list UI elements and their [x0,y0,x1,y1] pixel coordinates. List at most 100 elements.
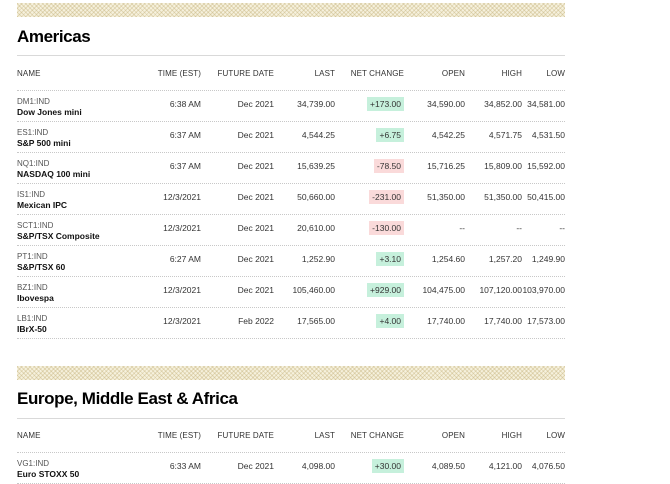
section-title-americas: Americas [17,27,91,46]
net-change-badge: +4.00 [376,314,404,328]
low-value: 17,573.00 [527,316,565,326]
ticker-symbol[interactable]: NQ1:IND [17,159,50,168]
open-value: 1,254.60 [431,254,465,264]
column-header: OPEN [441,69,465,78]
last-value: 4,098.00 [301,461,335,471]
ticker-symbol[interactable]: PT1:IND [17,252,48,261]
section-title-emea: Europe, Middle East & Africa [17,389,238,408]
instrument-name[interactable]: S&P 500 mini [17,138,71,148]
high-value: 34,852.00 [484,99,522,109]
future-date-value: Dec 2021 [237,161,274,171]
net-change-badge: -231.00 [369,190,404,204]
high-value: -- [516,223,522,233]
low-value: 4,531.50 [531,130,565,140]
low-value: 50,415.00 [527,192,565,202]
last-value: 15,639.25 [297,161,335,171]
high-value: 1,257.20 [488,254,522,264]
instrument-name[interactable]: S&P/TSX 60 [17,262,66,272]
open-value: 15,716.25 [427,161,465,171]
table-row[interactable]: DM1:IND Dow Jones mini 6:38 AM Dec 2021 34,7… [17,90,565,121]
net-change-badge: -130.00 [369,221,404,235]
time-value: 12/3/2021 [163,285,201,295]
net-change-badge: +30.00 [371,459,404,473]
table-row[interactable]: IS1:IND Mexican IPC 12/3/2021 Dec 2021 50,66… [17,183,565,214]
time-value: 12/3/2021 [163,223,201,233]
instrument-name[interactable]: S&P/TSX Composite [17,231,100,241]
high-value: 17,740.00 [484,316,522,326]
ticker-symbol[interactable]: IS1:IND [17,190,46,199]
table-row[interactable]: BZ1:IND Ibovespa 12/3/2021 Dec 2021 105,460.… [17,276,565,307]
open-value: 34,590.00 [427,99,465,109]
column-header: TIME (EST) [157,69,201,78]
table-header: NAME TIME (EST) FUTURE DATE LAST NET CHANGE O… [17,422,565,452]
time-value: 6:37 AM [169,161,201,171]
last-value: 20,610.00 [297,223,335,233]
column-header: NAME [17,431,41,440]
column-header: OPEN [441,431,465,440]
low-value: 34,581.00 [527,99,565,109]
last-value: 17,565.00 [297,316,335,326]
instrument-name[interactable]: NASDAQ 100 mini [17,169,91,179]
column-header: LOW [546,69,565,78]
open-value: 17,740.00 [427,316,465,326]
low-value: 15,592.00 [527,161,565,171]
future-date-value: Dec 2021 [237,254,274,264]
table-header: NAME TIME (EST) FUTURE DATE LAST NET CHANGE O… [17,60,565,90]
open-value: 51,350.00 [427,192,465,202]
low-value: 4,076.50 [531,461,565,471]
future-date-value: Dec 2021 [237,192,274,202]
table-row[interactable]: LB1:IND IBrX-50 12/3/2021 Feb 2022 17,565.00… [17,307,565,338]
column-header: NAME [17,69,41,78]
last-value: 105,460.00 [292,285,335,295]
open-value: 4,542.25 [431,130,465,140]
ticker-symbol[interactable]: LB1:IND [17,314,48,323]
ticker-symbol[interactable]: SCT1:IND [17,221,54,230]
ticker-symbol[interactable]: VG1:IND [17,459,50,468]
future-date-value: Dec 2021 [237,223,274,233]
instrument-name[interactable]: Dow Jones mini [17,107,82,117]
column-header: NET CHANGE [350,431,404,440]
column-header: HIGH [501,431,522,440]
future-date-value: Dec 2021 [237,130,274,140]
net-change-badge: -78.50 [373,159,404,173]
low-value: 1,249.90 [531,254,565,264]
time-value: 6:33 AM [169,461,201,471]
column-header: TIME (EST) [157,431,201,440]
future-date-value: Dec 2021 [237,461,274,471]
table-row[interactable]: SCT1:IND S&P/TSX Composite 12/3/2021 Dec 20… [17,214,565,245]
last-value: 1,252.90 [301,254,335,264]
instrument-name[interactable]: Mexican IPC [17,200,68,210]
future-date-value: Dec 2021 [237,99,274,109]
table-row[interactable]: VG1:IND Euro STOXX 50 6:33 AM Dec 2021 4,098… [17,452,565,483]
emea-table: NAME TIME (EST) FUTURE DATE LAST NET CHANGE O… [17,422,565,484]
divider [17,55,565,56]
last-value: 4,544.25 [301,130,335,140]
low-value: 103,970.00 [522,285,565,295]
column-header: HIGH [501,69,522,78]
low-value: -- [559,223,565,233]
instrument-name[interactable]: Euro STOXX 50 [17,469,80,479]
column-header: FUTURE DATE [217,69,274,78]
table-row[interactable]: ES1:IND S&P 500 mini 6:37 AM Dec 2021 4,544.… [17,121,565,152]
decorative-hatch-band-middle [17,366,565,380]
last-value: 34,739.00 [297,99,335,109]
column-header: LAST [314,431,335,440]
last-value: 50,660.00 [297,192,335,202]
high-value: 4,121.00 [488,461,522,471]
open-value: -- [459,223,465,233]
open-value: 104,475.00 [422,285,465,295]
americas-table: NAME TIME (EST) FUTURE DATE LAST NET CHANGE O… [17,60,565,339]
ticker-symbol[interactable]: ES1:IND [17,128,49,137]
table-bottom-border [17,338,565,339]
ticker-symbol[interactable]: DM1:IND [17,97,50,106]
column-header: FUTURE DATE [217,431,274,440]
instrument-name[interactable]: IBrX-50 [17,324,47,334]
table-row[interactable]: PT1:IND S&P/TSX 60 6:27 AM Dec 2021 1,252.90… [17,245,565,276]
table-row[interactable]: NQ1:IND NASDAQ 100 mini 6:37 AM Dec 2021 15,… [17,152,565,183]
net-change-badge: +173.00 [367,97,404,111]
ticker-symbol[interactable]: BZ1:IND [17,283,48,292]
time-value: 12/3/2021 [163,316,201,326]
high-value: 15,809.00 [484,161,522,171]
instrument-name[interactable]: Ibovespa [17,293,54,303]
column-header: NET CHANGE [350,69,404,78]
